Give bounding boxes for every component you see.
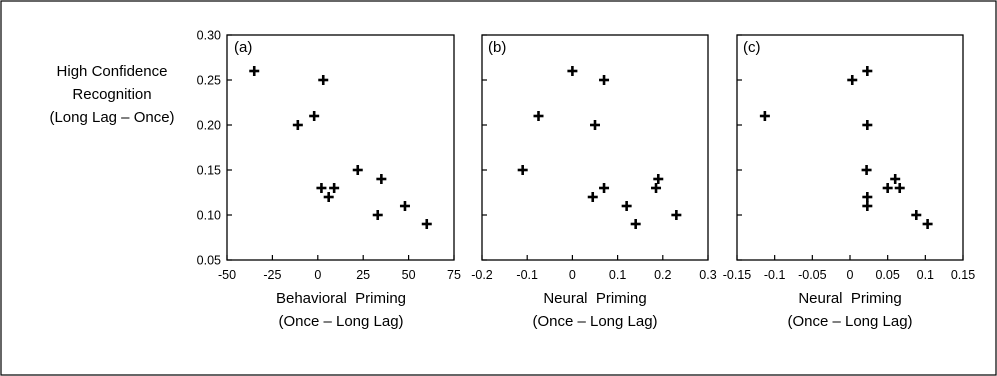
- panel-a-data-point: [352, 165, 363, 175]
- panel-a-data-point: [329, 183, 340, 193]
- panel-a-x-tick-label: 0: [314, 268, 321, 282]
- panel-b-data-point: [653, 174, 664, 184]
- panel-b-data-point: [599, 183, 610, 193]
- y-tick-label: 0.15: [197, 164, 221, 178]
- panel-b: (b) -0.2 -0.1 0 0.1 0.2 0.3 Neural Priming (O…: [471, 34, 717, 330]
- panel-b-points: [517, 66, 682, 229]
- panel-b-data-point: [533, 111, 544, 121]
- panel-a-data-point: [323, 192, 334, 202]
- panel-a-x-tick-label: 75: [447, 268, 461, 282]
- panel-c-x-tick-label: -0.1: [764, 268, 786, 282]
- panel-c-x-tick-label: -0.05: [798, 268, 827, 282]
- panel-c-data-point: [894, 183, 905, 193]
- panel-b-x-tick-label: -0.1: [516, 268, 538, 282]
- panel-c-data-point: [862, 120, 873, 130]
- panel-c-data-point: [882, 183, 893, 193]
- panel-c-ticks: [736, 34, 964, 261]
- panel-a-data-point: [316, 183, 327, 193]
- panel-b-x-axis-title-line-1: Neural Priming: [543, 290, 646, 307]
- panel-b-data-point: [651, 183, 662, 193]
- panel-c: (c) -0.15 -0.1 -0.05 0 0.05 0.1 0.15 Neural Pr…: [723, 34, 975, 330]
- panel-a-x-tick-label: 50: [402, 268, 416, 282]
- y-tick-labels: 0.05 0.10 0.15 0.20 0.25 0.30: [197, 29, 221, 268]
- panel-a-x-axis-title-line-2: (Once – Long Lag): [278, 313, 403, 330]
- panel-a-x-tick-labels: -50 -25 0 25 50 75: [218, 268, 461, 282]
- panel-c-x-tick-label: -0.15: [723, 268, 752, 282]
- panel-c-frame: [736, 34, 964, 261]
- y-axis-title-line-3: (Long Lag – Once): [49, 109, 174, 126]
- panel-c-data-point: [911, 210, 922, 220]
- panel-c-x-tick-label: 0.1: [917, 268, 934, 282]
- panel-c-data-point: [759, 111, 770, 121]
- panel-c-x-axis-title-line-2: (Once – Long Lag): [787, 313, 912, 330]
- panel-a-frame: [226, 34, 455, 261]
- panel-c-data-point: [922, 219, 933, 229]
- y-tick-label: 0.30: [197, 29, 221, 43]
- y-tick-label: 0.05: [197, 254, 221, 268]
- panel-a-data-point: [421, 219, 432, 229]
- panel-c-x-tick-label: 0.15: [951, 268, 975, 282]
- panel-b-label: (b): [488, 39, 506, 56]
- panel-b-ticks: [481, 34, 709, 261]
- panel-c-x-axis-title-line-1: Neural Priming: [798, 290, 901, 307]
- panel-a-x-tick-label: 25: [356, 268, 370, 282]
- panel-c-data-point: [862, 66, 873, 76]
- panel-c-data-point: [861, 165, 872, 175]
- panel-b-data-point: [567, 66, 578, 76]
- panel-c-points: [759, 66, 933, 229]
- panel-a-data-point: [309, 111, 320, 121]
- panel-b-data-point: [671, 210, 682, 220]
- panel-a-data-point: [376, 174, 387, 184]
- panel-b-x-tick-label: 0: [569, 268, 576, 282]
- panel-b-data-point: [621, 201, 632, 211]
- panel-a-ticks: [226, 34, 455, 261]
- y-tick-label: 0.10: [197, 209, 221, 223]
- panel-b-x-tick-label: -0.2: [471, 268, 493, 282]
- panel-b-data-point: [630, 219, 641, 229]
- panel-c-data-point: [890, 174, 901, 184]
- panel-b-data-point: [599, 75, 610, 85]
- panel-a-data-point: [372, 210, 383, 220]
- panel-c-x-tick-label: 0.05: [875, 268, 899, 282]
- panel-c-data-point: [862, 201, 873, 211]
- y-axis-title-line-1: High Confidence: [57, 63, 168, 80]
- panel-b-x-tick-label: 0.2: [654, 268, 671, 282]
- panel-a-data-point: [399, 201, 410, 211]
- y-axis-title-line-2: Recognition: [72, 86, 151, 103]
- panel-a-data-point: [292, 120, 303, 130]
- panel-b-frame: [481, 34, 709, 261]
- y-tick-label: 0.25: [197, 74, 221, 88]
- panel-c-x-tick-labels: -0.15 -0.1 -0.05 0 0.05 0.1 0.15: [723, 268, 975, 282]
- panel-c-x-tick-label: 0: [847, 268, 854, 282]
- panel-a-x-tick-label: -25: [263, 268, 281, 282]
- panel-c-data-point: [847, 75, 858, 85]
- panel-a: (a) -50 -25 0 25 50 75 Behavioral Priming (On…: [218, 34, 461, 330]
- panel-b-data-point: [590, 120, 600, 130]
- panel-a-points: [249, 66, 432, 229]
- panel-b-data-point: [587, 192, 598, 202]
- panel-b-x-tick-label: 0.1: [609, 268, 626, 282]
- panel-b-x-axis-title-line-2: (Once – Long Lag): [532, 313, 657, 330]
- panel-b-x-tick-label: 0.3: [699, 268, 716, 282]
- panel-a-x-axis-title-line-1: Behavioral Priming: [276, 290, 406, 307]
- panel-a-data-point: [318, 75, 329, 85]
- panel-c-data-point: [862, 192, 873, 202]
- panel-c-label: (c): [743, 39, 761, 56]
- panel-a-x-tick-label: -50: [218, 268, 236, 282]
- panel-a-label: (a): [234, 39, 252, 56]
- panel-a-data-point: [249, 66, 260, 76]
- y-tick-label: 0.20: [197, 119, 221, 133]
- panel-b-x-tick-labels: -0.2 -0.1 0 0.1 0.2 0.3: [471, 268, 717, 282]
- panel-b-data-point: [517, 165, 528, 175]
